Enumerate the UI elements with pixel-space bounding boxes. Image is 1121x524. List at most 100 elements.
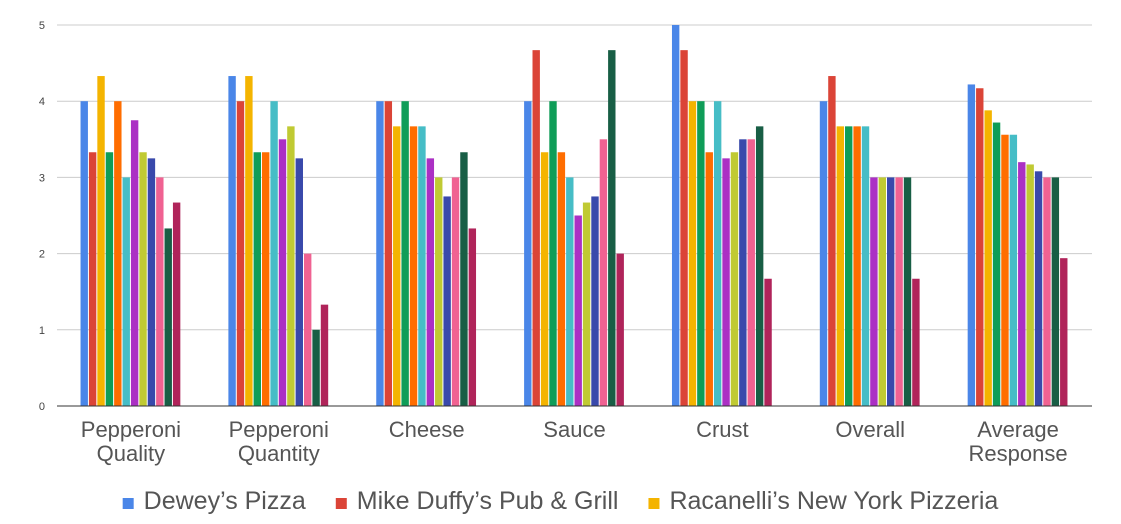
bar <box>582 202 591 406</box>
bar <box>384 101 393 406</box>
bar <box>747 139 755 407</box>
bar <box>967 84 976 406</box>
bar <box>1001 134 1009 407</box>
bar <box>1060 258 1068 406</box>
bar <box>1043 177 1051 406</box>
bar <box>755 126 764 406</box>
bar <box>532 50 540 407</box>
bar <box>557 152 566 406</box>
bar <box>895 177 903 406</box>
bar <box>105 152 114 406</box>
bar <box>426 158 435 406</box>
legend-item: Dewey’s Pizza <box>122 487 306 515</box>
legend-swatch <box>122 498 134 509</box>
bar <box>114 101 122 406</box>
x-category-label: Cheese <box>389 417 465 442</box>
bar <box>80 101 88 406</box>
bar <box>836 126 845 406</box>
bar <box>468 228 477 406</box>
bar <box>912 278 920 406</box>
bar <box>764 278 772 406</box>
bar <box>887 177 895 406</box>
bar <box>722 158 730 406</box>
bar <box>730 152 739 406</box>
bar <box>228 76 236 407</box>
bar <box>122 177 130 406</box>
bar <box>739 139 747 407</box>
y-tick-label: 3 <box>39 172 45 184</box>
bar <box>253 152 261 406</box>
bar <box>680 50 688 407</box>
y-tick-label: 1 <box>39 325 45 337</box>
bar <box>591 196 599 406</box>
bar <box>443 196 451 406</box>
bar <box>261 152 270 406</box>
bar <box>984 110 992 406</box>
bar <box>320 304 329 406</box>
legend-label: Dewey’s Pizza <box>144 487 306 515</box>
bar <box>97 76 105 407</box>
bar <box>608 50 616 407</box>
bar <box>130 120 139 406</box>
bar <box>870 177 878 406</box>
y-tick-label: 2 <box>39 249 45 261</box>
bar <box>295 158 303 406</box>
legend-item: Mike Duffy’s Pub & Grill <box>335 487 618 515</box>
bar <box>1026 164 1034 406</box>
bar <box>147 158 156 406</box>
bars <box>80 25 1068 407</box>
bar <box>574 215 582 406</box>
bar <box>540 152 549 406</box>
bar <box>688 101 697 406</box>
axes: 0 1 2 3 4 5 Pepperoni Quality Pepperoni Quantity C… <box>39 20 1092 466</box>
bar <box>418 126 426 406</box>
bar <box>393 126 401 406</box>
bar <box>1009 134 1018 407</box>
y-tick-label: 4 <box>39 96 45 108</box>
x-category-label: Sauce <box>543 417 605 442</box>
bar <box>976 88 984 406</box>
bar <box>828 76 836 407</box>
bar <box>549 101 557 406</box>
x-category-label: Pepperoni Quality <box>81 417 181 466</box>
y-tick-label: 5 <box>39 20 45 32</box>
bar <box>671 25 680 406</box>
bar <box>566 177 574 406</box>
bar <box>524 101 532 406</box>
bar <box>312 329 320 406</box>
y-tick-label: 0 <box>39 401 45 413</box>
bar <box>992 122 1001 406</box>
bar <box>88 152 97 406</box>
bar <box>401 101 409 406</box>
bar <box>451 177 460 406</box>
bar <box>435 177 443 406</box>
x-category-label: Overall <box>835 417 905 442</box>
bar <box>1018 162 1026 406</box>
bar <box>270 101 278 406</box>
bar <box>409 126 418 406</box>
bar <box>172 202 181 406</box>
x-category-label: Crust <box>696 417 749 442</box>
x-category-label: Average Response <box>969 417 1068 466</box>
bar <box>616 253 624 406</box>
bar <box>1034 171 1043 406</box>
bar <box>245 76 253 407</box>
bar <box>861 126 870 406</box>
bar <box>236 101 245 406</box>
legend-label: Racanelli’s New York Pizzeria <box>669 487 998 515</box>
bar <box>845 126 853 406</box>
bar <box>819 101 828 406</box>
bar <box>303 253 312 406</box>
bar <box>287 126 295 406</box>
bar <box>460 152 468 406</box>
legend-item: Racanelli’s New York Pizzeria <box>648 487 998 515</box>
legend-swatch <box>335 498 347 509</box>
bar <box>278 139 287 407</box>
bar <box>599 139 608 407</box>
bar <box>156 177 164 406</box>
bar <box>878 177 887 406</box>
x-category-label: Pepperoni Quantity <box>229 417 329 466</box>
bar <box>376 101 384 406</box>
